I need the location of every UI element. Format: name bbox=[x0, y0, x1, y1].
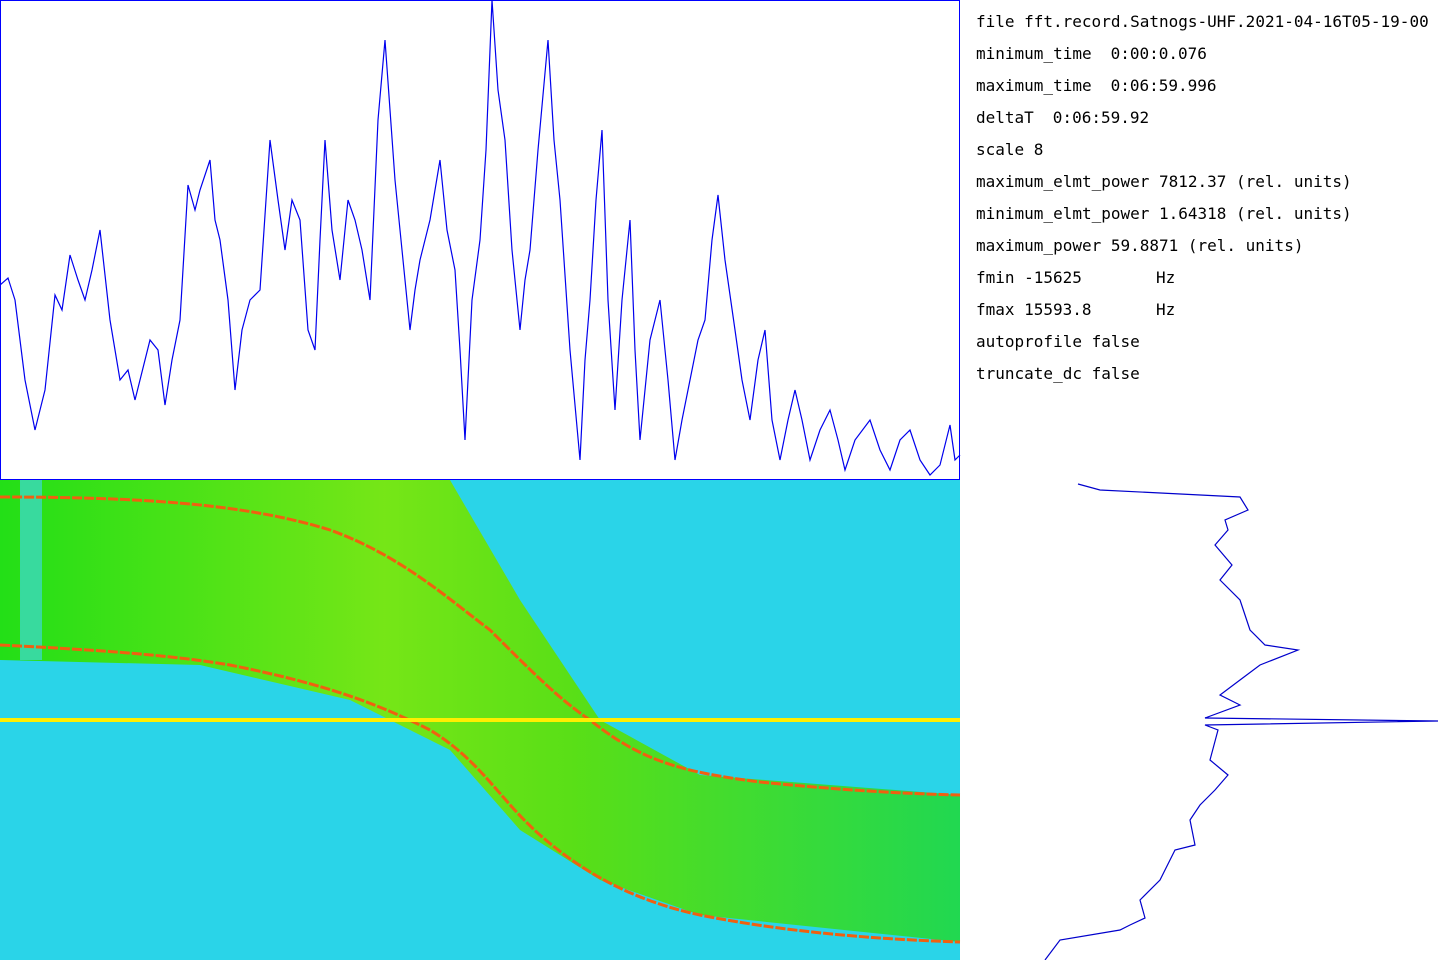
info-line: scale 8 bbox=[976, 140, 1053, 160]
info-key: maximum_elmt_power bbox=[976, 172, 1150, 191]
info-value: 0:06:59.996 bbox=[1110, 76, 1217, 95]
power-curve bbox=[0, 0, 961, 476]
info-value: 0:00:0.076 bbox=[1110, 44, 1207, 63]
info-key: truncate_dc bbox=[976, 364, 1082, 383]
info-key: minimum_elmt_power bbox=[976, 204, 1150, 223]
info-line: truncate_dc false bbox=[976, 364, 1149, 384]
info-panel: file fft.record.Satnogs-UHF.2021-04-16T05… bbox=[976, 0, 1440, 400]
doppler-trace-upper bbox=[0, 495, 961, 797]
info-line: fmax 15593.8 Hz bbox=[976, 300, 1175, 320]
info-value: 15593.8 bbox=[1024, 300, 1092, 319]
doppler-trace-lower bbox=[0, 643, 961, 944]
info-value: false bbox=[1091, 332, 1140, 351]
info-value: 59.8871 bbox=[1110, 236, 1179, 255]
info-key: minimum_time bbox=[976, 44, 1092, 63]
info-value: 8 bbox=[1033, 140, 1044, 159]
info-unit: Hz bbox=[1156, 300, 1176, 319]
info-value: false bbox=[1091, 364, 1140, 383]
info-unit: Hz bbox=[1156, 268, 1176, 287]
info-unit: (rel. units) bbox=[1236, 204, 1352, 223]
info-key: scale bbox=[976, 140, 1025, 159]
info-line: maximum_time 0:06:59.996 bbox=[976, 76, 1226, 96]
info-value: -15625 bbox=[1024, 268, 1082, 287]
info-line: autoprofile false bbox=[976, 332, 1149, 352]
info-line: maximum_power 59.8871 (rel. units) bbox=[976, 236, 1313, 256]
dc-line bbox=[0, 718, 960, 722]
info-key: fmax bbox=[976, 300, 1015, 319]
info-line: file fft.record.Satnogs-UHF.2021-04-16T05… bbox=[976, 12, 1438, 32]
info-key: deltaT bbox=[976, 108, 1034, 127]
info-value: 7812.37 bbox=[1158, 172, 1227, 191]
info-line: minimum_time 0:00:0.076 bbox=[976, 44, 1217, 64]
signal-dropout bbox=[20, 480, 42, 660]
info-value: 1.64318 bbox=[1158, 204, 1227, 223]
info-key: fmin bbox=[976, 268, 1015, 287]
info-unit: (rel. units) bbox=[1236, 172, 1352, 191]
info-key: file bbox=[976, 12, 1015, 31]
info-line: deltaT 0:06:59.92 bbox=[976, 108, 1159, 128]
info-line: minimum_elmt_power 1.64318 (rel. units) bbox=[976, 204, 1361, 224]
info-line: maximum_elmt_power 7812.37 (rel. units) bbox=[976, 172, 1361, 192]
info-unit: (rel. units) bbox=[1187, 236, 1304, 255]
signal-band bbox=[0, 480, 960, 942]
info-value: 0:06:59.92 bbox=[1052, 108, 1150, 127]
frequency-profile bbox=[1044, 483, 1439, 960]
info-value: fft.record.Satnogs-UHF.2021-04-16T05-19-… bbox=[1024, 12, 1429, 31]
info-key: maximum_power bbox=[976, 236, 1102, 255]
info-line: fmin -15625 Hz bbox=[976, 268, 1175, 288]
info-key: autoprofile bbox=[976, 332, 1082, 351]
info-key: maximum_time bbox=[976, 76, 1092, 95]
